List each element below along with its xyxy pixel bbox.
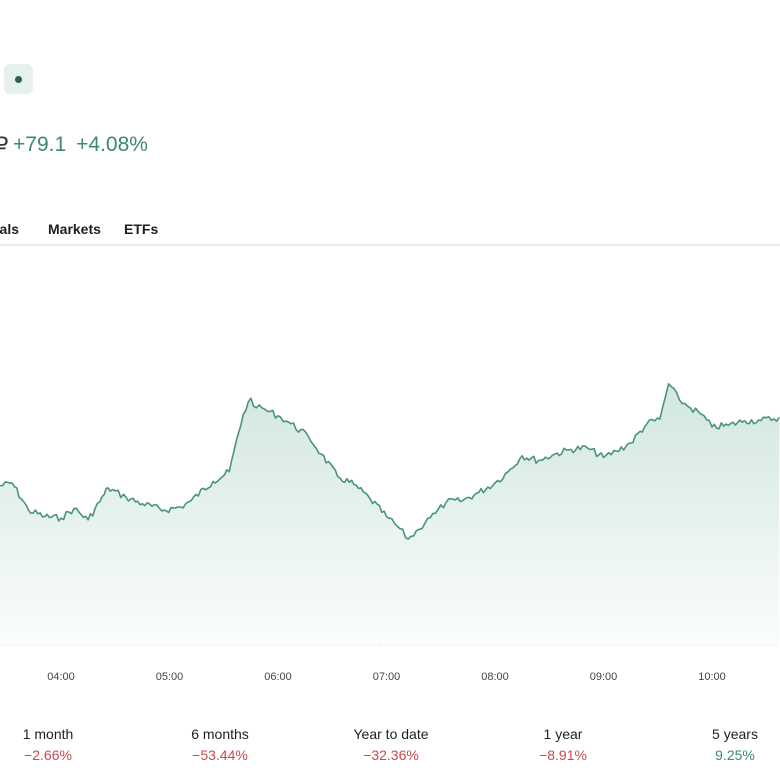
x-tick-label: 09:00	[590, 671, 618, 683]
return-value: −53.44%	[192, 747, 248, 763]
return-label: 1 year	[543, 726, 583, 742]
x-tick-label: 10:00	[698, 671, 726, 683]
market-status-chip[interactable]	[4, 64, 33, 94]
price-area-fill	[0, 383, 780, 645]
return-label: 1 month	[22, 726, 74, 742]
live-dot-icon	[15, 76, 22, 83]
price-line	[0, 383, 780, 540]
section-tabs: nals Markets ETFs	[0, 218, 780, 246]
return-label: 6 months	[191, 726, 249, 742]
return-1-month: 1 month −2.66%	[0, 726, 103, 763]
change-absolute: +79.1	[13, 133, 67, 156]
return-value: −2.66%	[24, 747, 72, 763]
return-year-to-date: Year to date −32.36%	[336, 726, 446, 763]
x-tick-label: 04:00	[47, 671, 75, 683]
x-tick-label: 05:00	[156, 671, 184, 683]
return-1-year: 1 year −8.91%	[508, 726, 618, 763]
x-tick-label: 07:00	[373, 671, 401, 683]
returns-summary: 1 month −2.66% 6 months −53.44% Year to …	[0, 726, 780, 776]
currency-glyph: ₽	[0, 133, 9, 157]
return-6-months: 6 months −53.44%	[165, 726, 275, 763]
tab-etfs[interactable]: ETFs	[124, 221, 159, 237]
return-value: −8.91%	[539, 747, 587, 763]
return-5-years: 5 years 9.25%	[680, 726, 780, 763]
return-label: 5 years	[712, 726, 758, 742]
tab-fundamentals[interactable]: nals	[0, 221, 20, 237]
x-tick-label: 08:00	[481, 671, 509, 683]
tab-markets[interactable]: Markets	[48, 221, 101, 237]
x-tick-label: 06:00	[264, 671, 292, 683]
return-label: Year to date	[353, 726, 429, 742]
price-chart[interactable]: 04:00 05:00 06:00 07:00 08:00 09:00 10:00	[0, 246, 780, 696]
return-value: 9.25%	[715, 747, 755, 763]
change-percent: +4.08%	[76, 133, 148, 156]
price-change-row: ₽ +79.1 +4.08%	[0, 131, 148, 159]
return-value: −32.36%	[363, 747, 419, 763]
